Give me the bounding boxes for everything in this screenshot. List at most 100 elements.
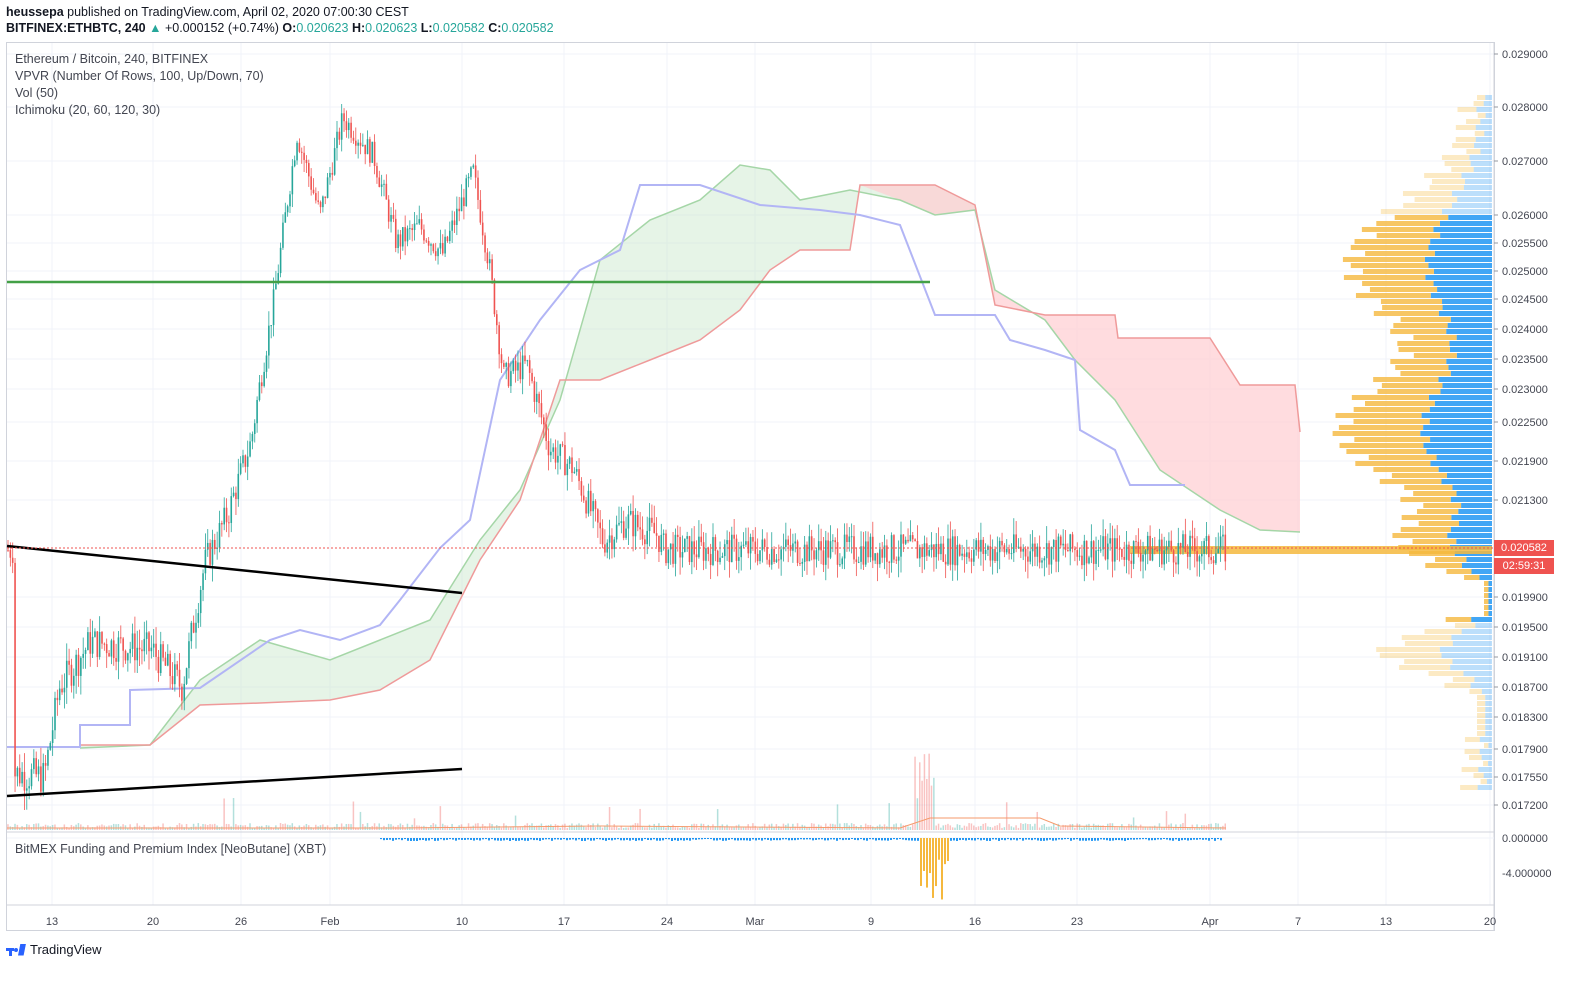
candle-body [183, 683, 186, 701]
volume-bar [122, 824, 124, 830]
volume-bar [148, 827, 150, 830]
volume-bar [653, 823, 655, 830]
volume-bar [500, 827, 503, 830]
volume-bar [594, 826, 597, 830]
candle-body [141, 649, 143, 652]
vpvr-up-bar [1434, 251, 1492, 256]
candle-body [129, 648, 131, 654]
volume-bar [1189, 827, 1191, 830]
candle-body [808, 536, 811, 562]
volume-bar [806, 826, 808, 830]
candle-body [975, 540, 977, 550]
candle-body [51, 730, 54, 743]
volume-bar [1088, 823, 1090, 830]
vpvr-down-bar [1445, 617, 1472, 622]
candle-body [590, 490, 592, 512]
funding-bar [653, 838, 655, 840]
volume-bar [1041, 825, 1043, 830]
candle-body [961, 553, 963, 556]
volume-bar [1038, 827, 1041, 830]
funding-bar [1151, 838, 1153, 841]
funding-bar [1094, 838, 1096, 841]
funding-bar [1073, 838, 1075, 840]
candle-body [21, 771, 23, 784]
legend-ichimoku[interactable]: Ichimoku (20, 60, 120, 30) [15, 103, 161, 117]
candle-body [263, 371, 265, 387]
price-tick-label: 0.019500 [1502, 622, 1548, 634]
candle-body [124, 650, 127, 661]
volume-bar [432, 823, 435, 830]
price-tick-label: 0.025500 [1502, 238, 1548, 250]
funding-bar [791, 838, 793, 841]
price-tick-label: 0.026000 [1502, 210, 1548, 222]
candle-body [112, 640, 115, 659]
candle-body [42, 763, 45, 792]
candle-body [1107, 543, 1109, 560]
volume-bar [484, 826, 486, 830]
funding-tick-label: 0.000000 [1502, 833, 1548, 845]
legend-funding[interactable]: BitMEX Funding and Premium Index [NeoBut… [15, 842, 327, 856]
vpvr-down-bar [1466, 149, 1481, 154]
funding-bar [1106, 838, 1108, 841]
candle-body [773, 549, 775, 562]
volume-bar [1085, 824, 1088, 830]
legend-title: Ethereum / Bitcoin, 240, BITFINEX [15, 52, 209, 66]
vpvr-down-bar [1390, 329, 1447, 334]
volume-bar [35, 823, 37, 830]
candle-body [56, 697, 59, 701]
funding-bar [854, 838, 856, 840]
volume-bar [625, 827, 627, 830]
volume-ma [7, 817, 1227, 829]
legend-vpvr[interactable]: VPVR (Number Of Rows, 100, Up/Down, 70) [15, 69, 264, 83]
volume-bar [535, 825, 538, 830]
volume-bar [112, 823, 115, 830]
funding-bar [905, 838, 907, 841]
funding-bar [1109, 838, 1111, 841]
vpvr-down-bar [1391, 473, 1447, 478]
volume-bar [810, 823, 813, 830]
legend-vol[interactable]: Vol (50) [15, 86, 59, 100]
volume-bar [366, 823, 369, 830]
candle-body [651, 517, 653, 523]
funding-bar [1202, 838, 1204, 840]
funding-bar [572, 838, 574, 840]
candle-body [430, 244, 432, 246]
candle-body [510, 371, 512, 387]
candle-body [707, 548, 710, 554]
candle-body [864, 541, 867, 565]
volume-bar [228, 824, 230, 830]
candle-body [775, 559, 778, 562]
candle-body [28, 786, 30, 789]
funding-bar [389, 838, 391, 840]
tradingview-logo[interactable]: TradingView [6, 942, 102, 957]
candle-body [256, 399, 258, 424]
funding-bar [956, 838, 958, 841]
funding-bar [890, 838, 892, 841]
candle-body [174, 664, 176, 685]
funding-bar [665, 838, 667, 840]
candle-body [235, 492, 237, 500]
candle-body [843, 534, 846, 559]
funding-bar [533, 838, 535, 841]
vpvr-down-bar [1413, 353, 1457, 358]
volume-bar [218, 827, 221, 830]
candle-body [900, 534, 902, 557]
candle-body [928, 550, 930, 556]
volume-bar [359, 811, 362, 830]
volume-bar [582, 826, 585, 830]
candle-body [7, 549, 9, 551]
funding-bar [929, 838, 931, 874]
volume-bar [453, 827, 456, 830]
volume-bar [1010, 826, 1013, 830]
candle-body [876, 553, 879, 565]
volume-bar [944, 824, 947, 830]
vpvr-down-bar [1480, 779, 1487, 784]
volume-bar [557, 825, 559, 830]
candle-body [665, 533, 667, 564]
funding-bar [884, 838, 886, 841]
volume-bar [1177, 827, 1179, 830]
volume-bar [655, 826, 658, 830]
candle-body [463, 197, 465, 207]
vpvr [1130, 95, 1492, 790]
